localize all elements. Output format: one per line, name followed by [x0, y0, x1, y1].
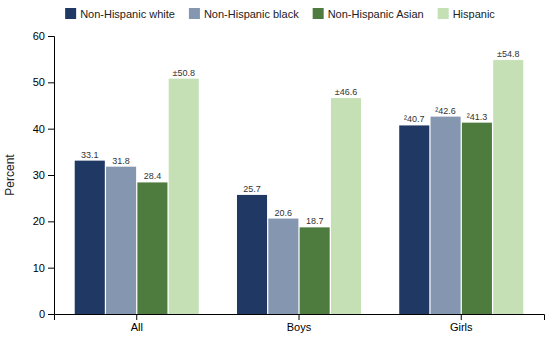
legend-label: Non-Hispanic black [204, 8, 299, 20]
legend-item: Hispanic [438, 8, 496, 20]
y-tick: 0 [39, 308, 54, 320]
bar-series [106, 117, 461, 314]
bar [300, 227, 330, 314]
tick-label: All [131, 321, 143, 333]
tick-label: Boys [287, 321, 312, 333]
bar-series [75, 125, 430, 314]
tick-label: Girls [450, 321, 473, 333]
data-label: 18.7 [306, 216, 324, 226]
tick-mark [48, 268, 54, 269]
bar [399, 125, 429, 314]
bar [75, 161, 105, 314]
legend-item: Non-Hispanic Asian [313, 8, 424, 20]
y-axis-title: Percent [3, 154, 17, 196]
axis-line [48, 37, 55, 315]
bar-series [169, 60, 524, 314]
data-label: ±50.8 [173, 68, 195, 78]
data-label: 20.6 [275, 208, 293, 218]
bar [106, 167, 136, 314]
legend-swatch [189, 8, 200, 19]
legend-label: Non-Hispanic white [80, 8, 175, 20]
bar [493, 60, 523, 314]
bars [75, 60, 524, 314]
tick-label: 10 [33, 262, 45, 274]
legend-swatch [438, 8, 449, 19]
bar [137, 182, 167, 314]
data-label: ±54.8 [497, 49, 519, 59]
chart-svg: Non-Hispanic white Non-Hispanic black Non-… [0, 0, 560, 344]
tick-mark [48, 314, 54, 315]
bar [237, 195, 267, 314]
y-axis: 0 10 20 30 40 50 60 [33, 30, 55, 320]
tick-mark [48, 36, 54, 37]
data-label: 31.8 [112, 156, 130, 166]
data-label: 25.7 [243, 184, 261, 194]
tick-label: 60 [33, 30, 45, 42]
data-labels: 33.1 25.7 ²40.7 31.8 20.6 ²42.6 28.4 18.7 ²41.3 ±… [81, 49, 519, 226]
data-label: ²41.3 [467, 112, 488, 122]
y-tick: 60 [33, 30, 54, 42]
x-axis: All Boys Girls [55, 314, 545, 333]
bar [462, 123, 492, 314]
legend: Non-Hispanic white Non-Hispanic black Non-… [65, 8, 495, 20]
tick-mark [136, 314, 137, 320]
tick-label: 30 [33, 169, 45, 181]
tick-label: 50 [33, 76, 45, 88]
x-tick: All [131, 314, 143, 333]
bar [431, 117, 461, 314]
y-tick: 20 [33, 215, 54, 227]
y-tick: 50 [33, 76, 54, 88]
data-label: ²40.7 [404, 114, 425, 124]
x-tick: Girls [450, 314, 473, 333]
tick-mark [299, 314, 300, 320]
data-label: 28.4 [144, 171, 162, 181]
legend-item: Non-Hispanic black [189, 8, 299, 20]
tick-mark [461, 314, 462, 320]
y-tick: 30 [33, 169, 54, 181]
y-tick: 40 [33, 123, 54, 135]
tick-label: 40 [33, 123, 45, 135]
legend-swatch [313, 8, 324, 19]
legend-item: Non-Hispanic white [65, 8, 175, 20]
data-label: ±46.6 [335, 87, 357, 97]
bar [268, 219, 298, 314]
bar [331, 98, 361, 314]
chart-container: Non-Hispanic white Non-Hispanic black Non-… [0, 0, 560, 344]
tick-label: 0 [39, 308, 45, 320]
plot: 33.1 25.7 ²40.7 31.8 20.6 ²42.6 28.4 18.7 ²41.3 ±… [33, 30, 545, 333]
x-tick: Boys [287, 314, 312, 333]
tick-mark [48, 175, 54, 176]
tick-mark [48, 129, 54, 130]
tick-label: 20 [33, 215, 45, 227]
tick-mark [48, 82, 54, 83]
data-label: ²42.6 [435, 106, 456, 116]
legend-swatch [65, 8, 76, 19]
legend-label: Non-Hispanic Asian [328, 8, 424, 20]
data-label: 33.1 [81, 150, 99, 160]
bar [169, 79, 199, 314]
axis-line [55, 315, 545, 321]
y-tick: 10 [33, 262, 54, 274]
legend-label: Hispanic [453, 8, 496, 20]
tick-mark [48, 221, 54, 222]
